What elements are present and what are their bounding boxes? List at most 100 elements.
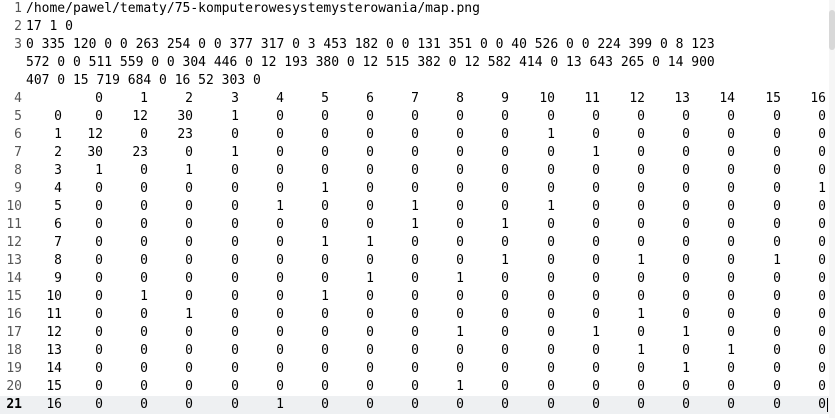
matrix-cell: 0 xyxy=(637,109,645,124)
matrix-row-line[interactable]: 11 6 0 0 0 0 0 0 0 1 0 1 0 0 0 0 0 0 0 xyxy=(0,216,835,234)
matrix-cell: 0 xyxy=(592,397,600,412)
matrix-row-line[interactable]: 19 14 0 0 0 0 0 0 0 0 0 0 0 0 0 1 0 0 0 xyxy=(0,360,835,378)
matrix-cell: 0 xyxy=(818,235,826,250)
matrix-cell: 0 xyxy=(547,109,555,124)
matrix-cell: 0 xyxy=(231,361,239,376)
matrix-cell: 0 xyxy=(592,253,600,268)
matrix-cell: 0 xyxy=(773,199,781,214)
matrix-block[interactable]: 4 0 1 2 3 4 5 6 7 8 9 10 11 12 13 14 15 16 5 0 0 12 30 1 0 0 0 0 0 0 0… xyxy=(0,90,835,414)
matrix-row-line[interactable]: 12 7 0 0 0 0 0 1 1 0 0 0 0 0 0 0 0 0 0 xyxy=(0,234,835,252)
matrix-cell: 1 xyxy=(456,271,464,286)
row-label: 7 xyxy=(54,235,62,250)
matrix-cell: 0 xyxy=(411,307,419,322)
matrix-cell: 0 xyxy=(366,217,374,232)
matrix-cell: 0 xyxy=(321,109,329,124)
matrix-cell: 0 xyxy=(773,163,781,178)
matrix-cell: 0 xyxy=(366,343,374,358)
matrix-cell: 0 xyxy=(276,127,284,142)
matrix-cell: 0 xyxy=(276,163,284,178)
matrix-cell: 0 xyxy=(185,271,193,286)
matrix-cell: 1 xyxy=(547,127,555,142)
matrix-cell: 0 xyxy=(637,289,645,304)
matrix-row-line[interactable]: 21 16 0 0 0 0 1 0 0 0 0 0 0 0 0 0 0 0 0 xyxy=(0,396,835,414)
editor-line-wrapped[interactable]: 3 0 335 120 0 0 263 254 0 0 377 317 0 3 … xyxy=(0,36,835,90)
matrix-cell: 0 xyxy=(547,163,555,178)
line-text[interactable]: 0 335 120 0 0 263 254 0 0 377 317 0 3 45… xyxy=(26,37,715,88)
matrix-row-line[interactable]: 14 9 0 0 0 0 0 0 1 0 1 0 0 0 0 0 0 0 0 xyxy=(0,270,835,288)
line-number: 4 xyxy=(14,91,22,106)
matrix-cell: 0 xyxy=(276,307,284,322)
matrix-cell: 0 xyxy=(773,307,781,322)
matrix-cell: 0 xyxy=(95,325,103,340)
matrix-row-line[interactable]: 13 8 0 0 0 0 0 0 0 0 0 1 0 0 1 0 0 1 0 xyxy=(0,252,835,270)
matrix-cell: 0 xyxy=(411,235,419,250)
matrix-row-line[interactable]: 18 13 0 0 0 0 0 0 0 0 0 0 0 0 1 0 1 0 0 xyxy=(0,342,835,360)
matrix-cell: 0 xyxy=(818,163,826,178)
matrix-cell: 0 xyxy=(276,289,284,304)
matrix-cell: 0 xyxy=(547,361,555,376)
matrix-cell: 0 xyxy=(818,145,826,160)
matrix-cell: 0 xyxy=(321,361,329,376)
line-number: 17 xyxy=(6,325,22,340)
matrix-row-line[interactable]: 17 12 0 0 0 0 0 0 0 0 1 0 0 1 0 1 0 0 0 xyxy=(0,324,835,342)
matrix-cell: 0 xyxy=(818,109,826,124)
vertical-scrollbar[interactable] xyxy=(829,0,835,418)
matrix-cell: 0 xyxy=(456,307,464,322)
column-header: 2 xyxy=(185,91,193,106)
column-header: 15 xyxy=(765,91,781,106)
matrix-row-line[interactable]: 9 4 0 0 0 0 0 1 0 0 0 0 0 0 0 0 0 0 1 xyxy=(0,180,835,198)
matrix-row-line[interactable]: 16 11 0 0 1 0 0 0 0 0 0 0 0 0 1 0 0 0 0 xyxy=(0,306,835,324)
editor-line[interactable]: 2 17 1 0 xyxy=(0,18,835,36)
matrix-cell: 0 xyxy=(592,379,600,394)
matrix-row-line[interactable]: 15 10 0 1 0 0 0 1 0 0 0 0 0 0 0 0 0 0 0 xyxy=(0,288,835,306)
matrix-cell: 1 xyxy=(682,361,690,376)
matrix-cell: 0 xyxy=(276,325,284,340)
line-number: 18 xyxy=(6,343,22,358)
line-text[interactable]: 17 1 0 xyxy=(26,19,73,34)
matrix-cell: 0 xyxy=(773,325,781,340)
matrix-header-line[interactable]: 4 0 1 2 3 4 5 6 7 8 9 10 11 12 13 14 15 16 xyxy=(0,90,835,108)
matrix-cell: 0 xyxy=(366,289,374,304)
matrix-row-line[interactable]: 20 15 0 0 0 0 0 0 0 0 1 0 0 0 0 0 0 0 0 xyxy=(0,378,835,396)
matrix-cell: 0 xyxy=(231,397,239,412)
column-header: 10 xyxy=(539,91,555,106)
matrix-cell: 0 xyxy=(366,145,374,160)
matrix-cell: 0 xyxy=(276,343,284,358)
matrix-cell: 1 xyxy=(231,109,239,124)
matrix-row-line[interactable]: 8 3 1 0 1 0 0 0 0 0 0 0 0 0 0 0 0 0 0 xyxy=(0,162,835,180)
matrix-cell: 0 xyxy=(727,397,735,412)
matrix-cell: 0 xyxy=(140,181,148,196)
matrix-cell: 0 xyxy=(140,307,148,322)
matrix-row-line[interactable]: 5 0 0 12 30 1 0 0 0 0 0 0 0 0 0 0 0 0 0 xyxy=(0,108,835,126)
row-label: 2 xyxy=(54,145,62,160)
matrix-cell: 0 xyxy=(682,163,690,178)
matrix-row-line[interactable]: 6 1 12 0 23 0 0 0 0 0 0 0 1 0 0 0 0 0 0 xyxy=(0,126,835,144)
matrix-cell: 0 xyxy=(456,163,464,178)
matrix-cells: 11 0 0 1 0 0 0 0 0 0 0 0 0 1 0 0 0 0 xyxy=(0,306,835,324)
matrix-cell: 0 xyxy=(456,181,464,196)
matrix-row-line[interactable]: 10 5 0 0 0 0 1 0 0 1 0 0 1 0 0 0 0 0 0 xyxy=(0,198,835,216)
scrollbar-thumb[interactable] xyxy=(829,10,835,50)
editor-line[interactable]: 1 /home/pawel/tematy/75-komputerowesyste… xyxy=(0,0,835,18)
matrix-cell: 0 xyxy=(366,181,374,196)
column-header: 16 xyxy=(810,91,826,106)
matrix-cell: 0 xyxy=(231,379,239,394)
matrix-cell: 23 xyxy=(132,145,148,160)
matrix-cell: 1 xyxy=(231,145,239,160)
matrix-cell: 0 xyxy=(592,181,600,196)
text-cursor xyxy=(827,398,828,412)
matrix-cell: 0 xyxy=(501,235,509,250)
line-number: 9 xyxy=(14,181,22,196)
matrix-cell: 0 xyxy=(276,181,284,196)
matrix-row-line[interactable]: 7 2 30 23 0 1 0 0 0 0 0 0 0 1 0 0 0 0 0 xyxy=(0,144,835,162)
column-header: 6 xyxy=(366,91,374,106)
line-text[interactable]: /home/pawel/tematy/75-komputerowesystemy… xyxy=(26,1,480,16)
line-number: 11 xyxy=(6,217,22,232)
matrix-cell: 0 xyxy=(95,397,103,412)
line-number: 6 xyxy=(14,127,22,142)
matrix-cell: 0 xyxy=(185,325,193,340)
matrix-cell: 0 xyxy=(501,289,509,304)
matrix-cell: 0 xyxy=(501,145,509,160)
row-label: 9 xyxy=(54,271,62,286)
